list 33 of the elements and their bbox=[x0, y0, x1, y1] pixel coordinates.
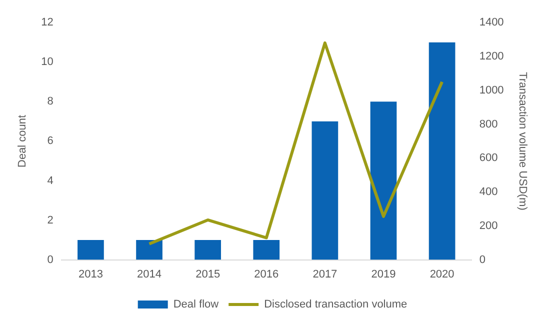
y-tick-label: 8 bbox=[47, 96, 54, 108]
y-axis-title: Deal count bbox=[16, 114, 29, 168]
bar bbox=[253, 240, 280, 260]
bar bbox=[78, 240, 104, 260]
x-tick-label: 2014 bbox=[137, 268, 162, 280]
y2-tick-label: 1400 bbox=[479, 16, 504, 29]
y-tick-label: 2 bbox=[47, 214, 54, 226]
y2-tick-label: 800 bbox=[479, 118, 498, 130]
y2-tick-label: 1200 bbox=[479, 50, 504, 63]
y-tick-label: 4 bbox=[47, 174, 54, 187]
y-tick-label: 12 bbox=[41, 16, 54, 29]
x-tick-label: 2017 bbox=[312, 268, 338, 280]
y2-tick-label: 400 bbox=[479, 186, 498, 198]
y2-tick-label: 1000 bbox=[479, 84, 504, 96]
x-tick-label: 2015 bbox=[196, 268, 220, 280]
x-tick-label: 2020 bbox=[430, 268, 454, 280]
y2-axis-title: Transaction volume USD(m) bbox=[516, 72, 528, 210]
bar bbox=[370, 102, 397, 260]
y-tick-label: 6 bbox=[47, 135, 54, 148]
y-tick-label: 10 bbox=[41, 56, 54, 68]
bar bbox=[136, 240, 162, 260]
bar bbox=[312, 121, 338, 260]
y2-tick-label: 600 bbox=[479, 152, 498, 164]
legend-label: Disclosed transaction volume bbox=[264, 298, 408, 311]
y-tick-label: 0 bbox=[47, 254, 54, 266]
x-tick-label: 2019 bbox=[371, 268, 396, 280]
x-tick-label: 2013 bbox=[78, 268, 103, 280]
y2-tick-label: 200 bbox=[479, 220, 498, 232]
bar bbox=[194, 240, 221, 260]
legend-label: Deal flow bbox=[173, 298, 219, 311]
bar bbox=[428, 42, 456, 260]
y2-tick-label: 0 bbox=[479, 254, 486, 266]
x-tick-label: 2016 bbox=[254, 268, 279, 280]
